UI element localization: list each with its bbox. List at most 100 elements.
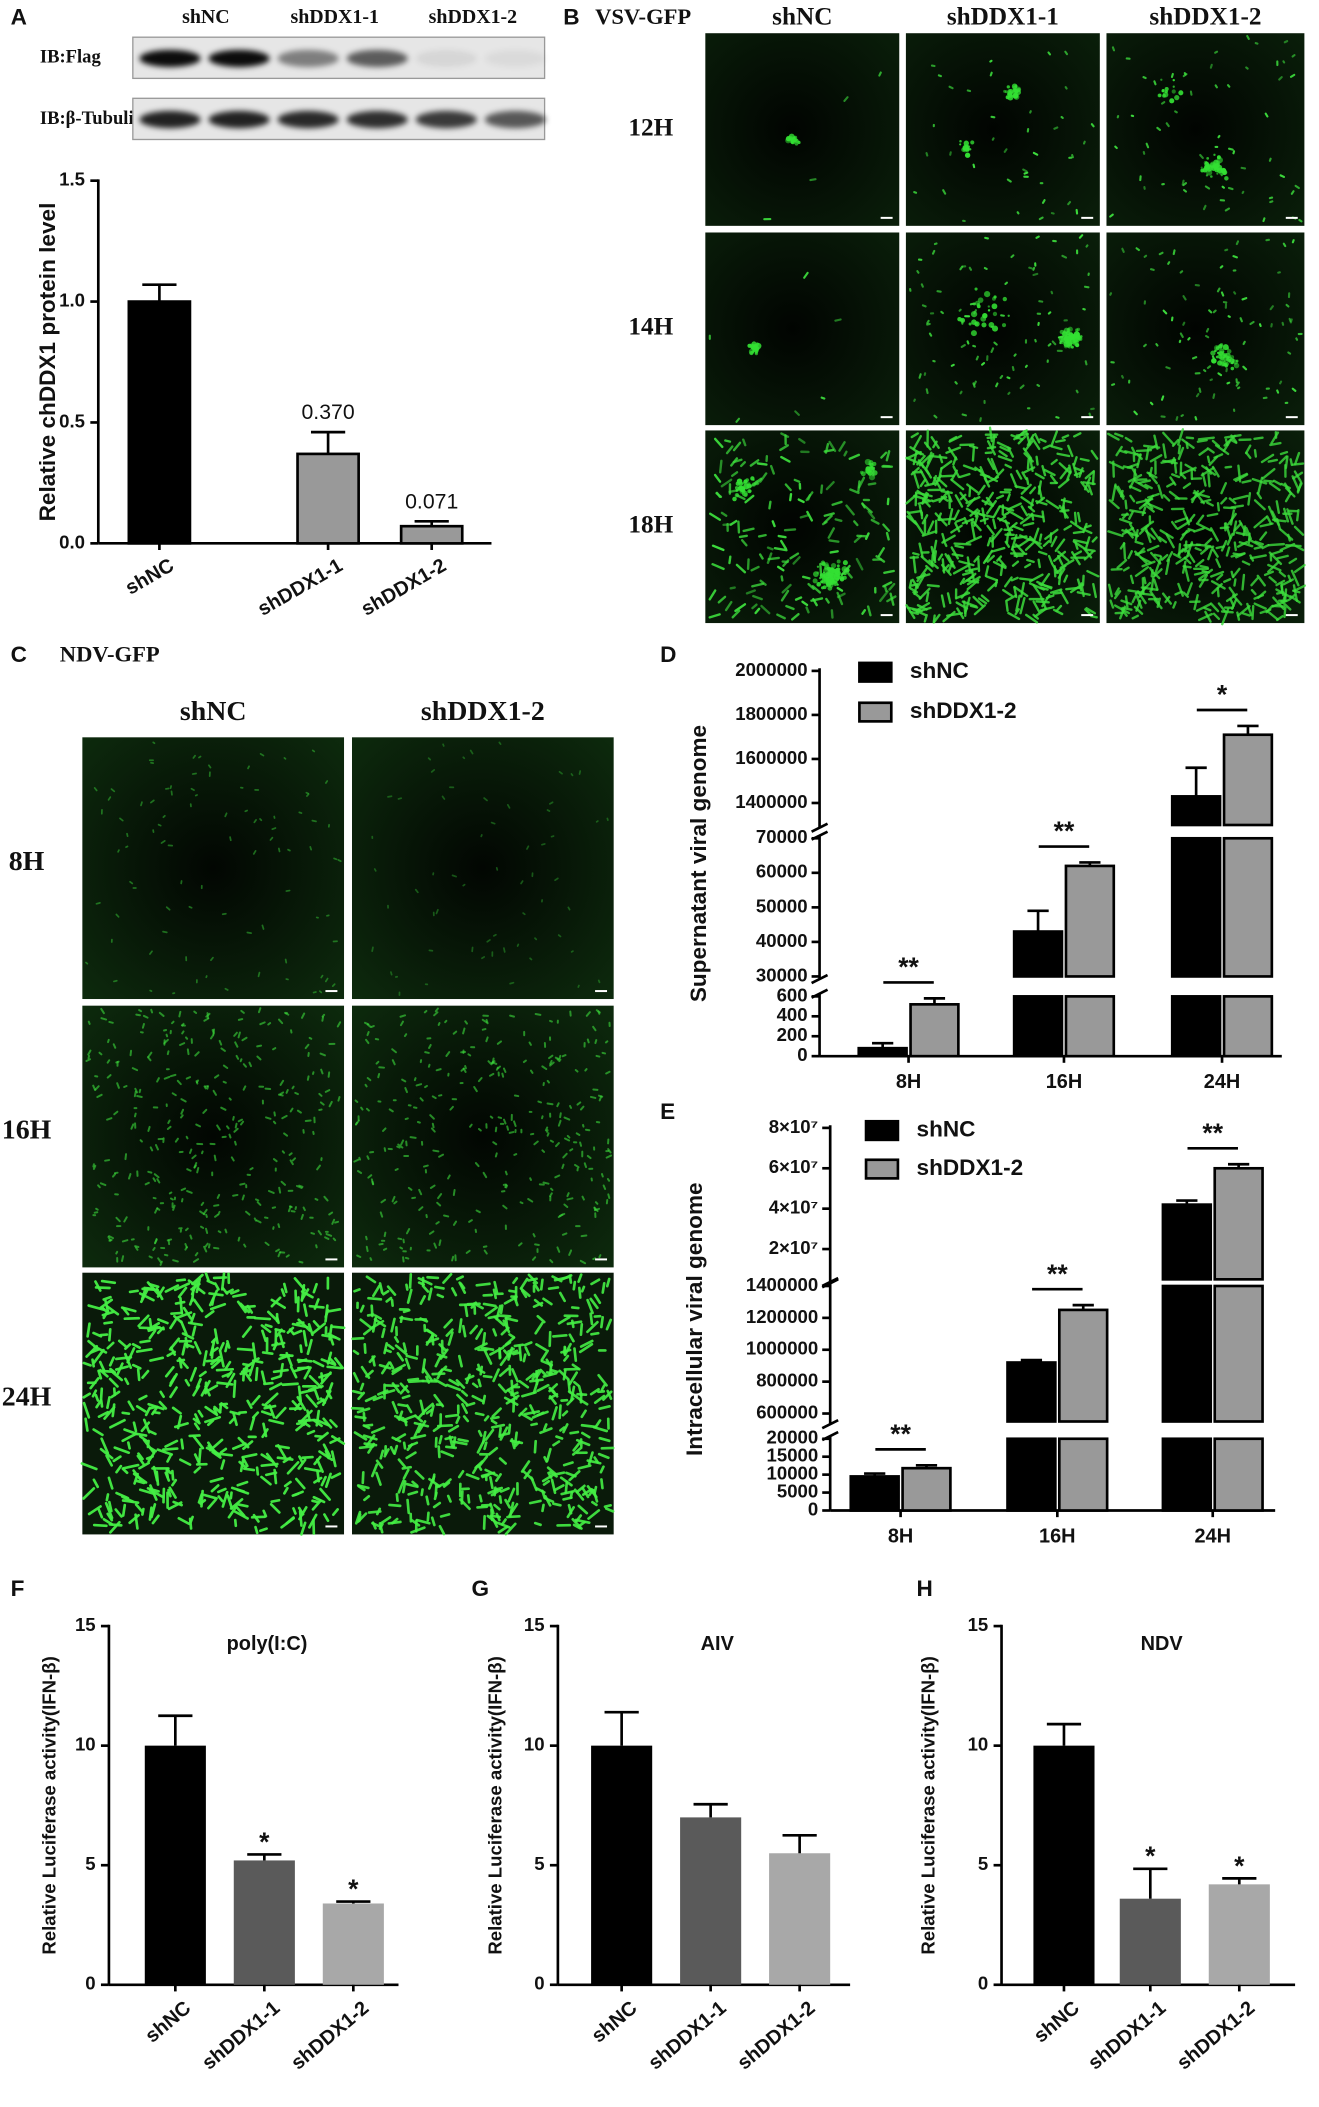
gfp-cell	[213, 1405, 222, 1414]
bar	[144, 1745, 206, 1985]
gfp-cell	[209, 1302, 227, 1311]
gfp-cell	[113, 979, 118, 983]
gfp-cell	[300, 1213, 304, 1220]
gfp-cell	[732, 496, 737, 502]
gfp-cell	[809, 178, 817, 182]
gfp-cell	[986, 524, 995, 536]
gfp-cell	[235, 1054, 240, 1060]
gfp-cell	[1215, 558, 1222, 569]
gfp-cell	[1267, 563, 1282, 572]
gfp-cell	[414, 888, 419, 894]
gfp-cell	[276, 1444, 287, 1459]
gfp-cell	[220, 1047, 226, 1052]
gfp-cell	[284, 958, 288, 964]
gfp-cell	[550, 1187, 554, 1192]
gfp-cell	[1232, 150, 1236, 155]
gfp-cell	[1109, 599, 1115, 609]
gfp-cell	[137, 1314, 150, 1328]
gfp-cell	[483, 1415, 490, 1422]
gfp-cell	[824, 442, 830, 454]
gfp-cell	[291, 1400, 302, 1411]
row-label: 14H	[628, 314, 673, 341]
gfp-cell	[1232, 494, 1249, 501]
gfp-cell	[497, 1525, 509, 1534]
gfp-cell	[452, 1436, 457, 1448]
gfp-cell	[812, 578, 818, 584]
gfp-cell	[411, 1480, 419, 1488]
gfp-cell	[482, 1394, 487, 1405]
gfp-cell	[92, 1348, 105, 1364]
gfp-cell	[563, 1116, 571, 1121]
gfp-cell	[1032, 583, 1042, 596]
gfp-cell	[261, 1351, 274, 1356]
gfp-cell	[959, 577, 966, 586]
gfp-cell	[193, 1422, 201, 1431]
gfp-cell	[598, 1095, 603, 1102]
y-tick-label: 800000	[756, 1370, 818, 1391]
gfp-cell	[451, 1255, 455, 1262]
gfp-cell	[401, 1078, 407, 1083]
gfp-cell	[1246, 602, 1253, 617]
gfp-cell	[548, 801, 554, 805]
gfp-cell	[561, 1232, 568, 1236]
gfp-cell	[198, 755, 202, 759]
gfp-cell	[1230, 434, 1238, 444]
gfp-cell	[491, 1517, 499, 1528]
gfp-cell	[1143, 343, 1147, 348]
gfp-cell	[259, 818, 263, 822]
gfp-cell	[941, 534, 956, 544]
gfp-cell	[1210, 570, 1225, 578]
gfp-cell	[332, 1237, 337, 1242]
gfp-cell	[334, 1357, 344, 1370]
gfp-cell	[916, 604, 928, 611]
gfp-cell	[1076, 335, 1081, 340]
gfp-cell	[257, 971, 261, 978]
gfp-cell	[184, 1243, 188, 1249]
axis-break	[810, 830, 829, 841]
y-tick-label: 1200000	[746, 1306, 818, 1327]
gfp-cell	[818, 576, 822, 580]
gfp-cell	[548, 1383, 559, 1393]
gfp-cell	[312, 1495, 326, 1504]
gfp-cell	[148, 1329, 157, 1340]
gfp-cell	[1217, 134, 1221, 139]
gfp-cell	[192, 1384, 201, 1397]
gfp-cell	[546, 1102, 554, 1106]
gfp-cell	[1162, 93, 1166, 98]
gfp-cell	[546, 809, 551, 812]
gfp-cell	[1199, 153, 1204, 159]
gfp-cell	[457, 1354, 463, 1368]
gfp-cell	[507, 1423, 512, 1434]
gfp-cell	[974, 466, 982, 473]
gfp-cell	[502, 1118, 507, 1125]
gfp-cell	[883, 584, 888, 593]
gfp-cell	[104, 1501, 114, 1520]
gfp-cell	[432, 1424, 443, 1432]
gfp-cell	[1002, 296, 1007, 302]
gfp-cell	[962, 575, 975, 584]
gfp-cell	[1232, 567, 1241, 578]
gfp-cell	[135, 1013, 141, 1017]
gfp-cell	[447, 1424, 460, 1433]
blot-band	[277, 110, 339, 129]
gfp-cell	[963, 140, 969, 146]
gfp-cell	[278, 847, 281, 853]
gfp-cell	[584, 1068, 588, 1072]
gfp-cell	[577, 1273, 583, 1284]
gfp-cell	[573, 1380, 580, 1387]
gfp-cell	[402, 1256, 405, 1263]
gfp-cell	[115, 1216, 121, 1223]
gfp-cell	[533, 1140, 539, 1146]
gfp-cell	[977, 297, 984, 303]
gfp-cell	[1142, 76, 1147, 80]
gfp-cell	[1209, 602, 1220, 613]
gfp-cell	[451, 874, 457, 878]
gfp-cell	[150, 1503, 157, 1519]
gfp-cell	[139, 1139, 143, 1143]
y-tick-label: 0	[534, 1973, 544, 1994]
gfp-cell	[217, 1487, 227, 1494]
gfp-cell	[1185, 549, 1196, 563]
gfp-cell	[418, 1206, 424, 1211]
gfp-cell	[1171, 473, 1181, 479]
gfp-cell	[154, 1144, 159, 1151]
